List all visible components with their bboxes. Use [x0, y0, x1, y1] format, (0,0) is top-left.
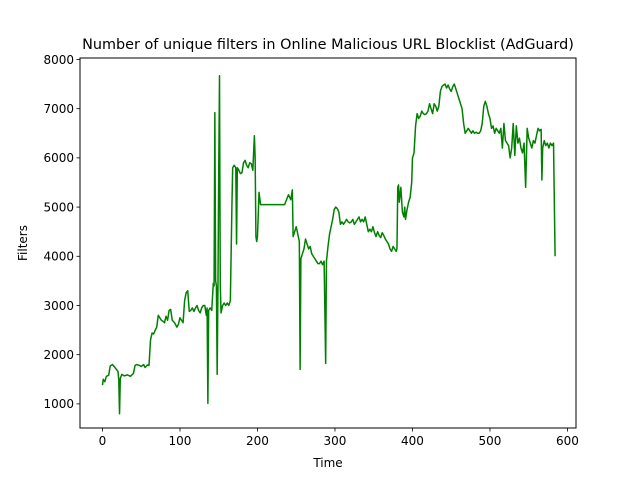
x-axis: 0 100 200 300 400 500 600 — [99, 428, 579, 448]
x-tick-label: 500 — [479, 434, 502, 448]
y-axis-label: Filters — [16, 225, 30, 261]
x-axis-label: Time — [312, 456, 342, 470]
x-tick-label: 400 — [401, 434, 424, 448]
plot-area — [79, 57, 577, 429]
x-tick-label: 600 — [556, 434, 579, 448]
data-series — [101, 74, 556, 415]
x-tick-label: 300 — [324, 434, 347, 448]
y-tick-label: 6000 — [43, 151, 74, 165]
y-tick-label: 3000 — [43, 299, 74, 313]
chart-title: Number of unique filters in Online Malic… — [82, 37, 574, 53]
y-tick-label: 4000 — [43, 250, 74, 264]
x-tick-label: 200 — [246, 434, 269, 448]
y-tick-label: 1000 — [43, 397, 74, 411]
series-line — [101, 74, 556, 415]
x-tick-label: 100 — [169, 434, 192, 448]
y-tick-label: 8000 — [43, 53, 74, 67]
y-tick-label: 5000 — [43, 200, 74, 214]
axes-frame — [79, 57, 577, 429]
y-axis: 1000 2000 3000 4000 5000 6000 7000 8000 — [43, 53, 80, 411]
x-tick-label: 0 — [99, 434, 107, 448]
y-tick-label: 2000 — [43, 348, 74, 362]
y-tick-label: 7000 — [43, 102, 74, 116]
